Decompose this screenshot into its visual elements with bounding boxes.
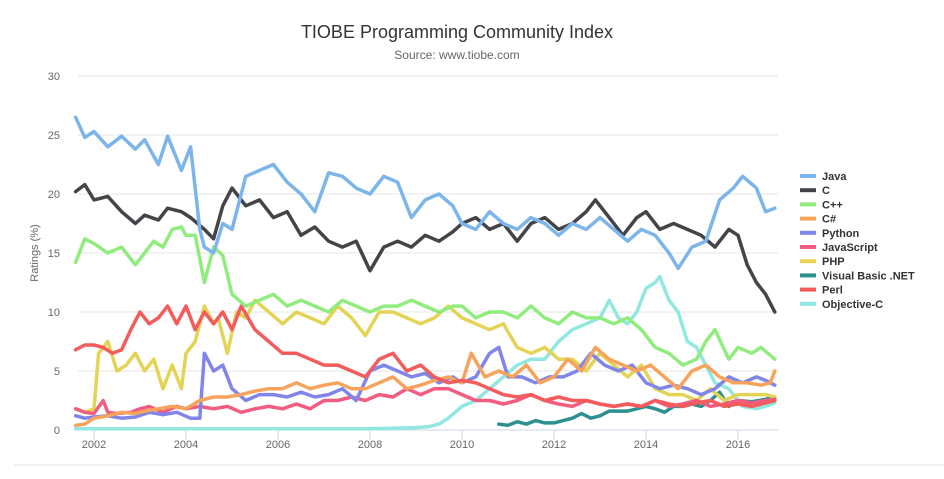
x-tick-label: 2008 — [358, 439, 382, 451]
y-tick-label: 0 — [54, 425, 60, 437]
legend-label: Visual Basic .NET — [822, 270, 915, 282]
y-tick-label: 30 — [48, 71, 60, 83]
legend-swatch — [800, 202, 816, 207]
legend-item[interactable]: Java — [800, 171, 847, 183]
legend-swatch — [800, 230, 816, 235]
legend-label: C — [822, 185, 830, 197]
legend-label: Python — [822, 228, 860, 240]
legend-swatch — [800, 273, 816, 278]
series-line-perl[interactable] — [73, 304, 777, 409]
legend-swatch — [800, 259, 816, 264]
legend-item[interactable]: Objective-C — [800, 299, 883, 311]
legend-swatch — [800, 301, 816, 306]
y-axis-title: Ratings (%) — [29, 224, 41, 281]
x-tick-label: 2006 — [266, 439, 290, 451]
y-tick-label: 15 — [48, 248, 60, 260]
legend-label: JavaScript — [822, 242, 878, 254]
x-tick-label: 2004 — [174, 439, 198, 451]
x-tick-label: 2012 — [542, 439, 566, 451]
legend-label: PHP — [822, 256, 845, 268]
legend-label: Java — [822, 171, 847, 183]
legend-label: Objective-C — [822, 299, 883, 311]
series-layer — [73, 115, 777, 431]
series-line-c[interactable] — [73, 225, 777, 367]
series-line-c[interactable] — [73, 182, 777, 314]
legend-swatch — [800, 174, 816, 178]
legend-item[interactable]: C — [800, 185, 830, 197]
series-line-objective-c[interactable] — [73, 274, 777, 431]
legend-item[interactable]: PHP — [800, 256, 845, 268]
series-line-c[interactable] — [73, 345, 777, 428]
series-line-visual-basic-net[interactable] — [497, 390, 777, 428]
chart-subtitle: Source: www.tiobe.com — [394, 48, 519, 62]
legend-item[interactable]: Visual Basic .NET — [800, 270, 915, 282]
series-line-java[interactable] — [73, 115, 777, 271]
y-tick-label: 20 — [48, 189, 60, 201]
x-tick-label: 2010 — [450, 439, 474, 451]
legend-swatch — [800, 287, 816, 292]
series-line-python[interactable] — [73, 345, 777, 420]
legend-item[interactable]: Python — [800, 228, 860, 240]
y-tick-label: 5 — [54, 366, 60, 378]
chart-title: TIOBE Programming Community Index — [301, 22, 613, 42]
y-tick-label: 10 — [48, 307, 60, 319]
legend-item[interactable]: C++ — [800, 199, 843, 211]
legend-label: C++ — [822, 199, 843, 211]
x-tick-label: 2014 — [634, 439, 658, 451]
y-tick-label: 25 — [48, 130, 60, 142]
legend-label: C# — [822, 214, 836, 226]
x-axis-ticks: 2002 2004 2006 2008 2010 2012 2014 2016 — [82, 430, 750, 451]
legend: Java C C++ C# Python JavaScript PHP Visual Basi… — [800, 171, 915, 311]
y-axis-ticks: 0 5 10 15 20 25 30 — [48, 71, 60, 437]
legend-swatch — [800, 188, 816, 193]
legend-item[interactable]: C# — [800, 214, 836, 226]
legend-swatch — [800, 216, 816, 221]
legend-label: Perl — [822, 285, 843, 297]
legend-item[interactable]: JavaScript — [800, 242, 878, 254]
legend-item[interactable]: Perl — [800, 285, 843, 297]
x-tick-label: 2002 — [82, 439, 106, 451]
x-tick-label: 2016 — [726, 439, 750, 451]
legend-swatch — [800, 245, 816, 249]
